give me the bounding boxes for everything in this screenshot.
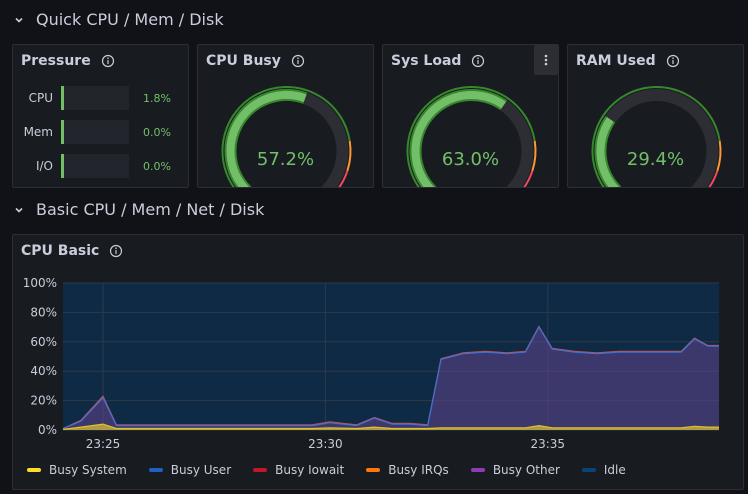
cpu-basic-title: CPU Basic bbox=[21, 243, 100, 259]
cpu-basic-chart[interactable]: 0% 20% 40% 60% 80% 100% 23:25 23:30 23:35 bbox=[13, 235, 743, 457]
gauge-value: 57.2% bbox=[256, 149, 315, 170]
panel-title: CPU Basic bbox=[21, 243, 123, 259]
gauge-threshold-green bbox=[406, 86, 536, 187]
bar-label: CPU bbox=[28, 91, 53, 105]
legend-label: Busy System bbox=[49, 463, 127, 477]
bar-value: 1.8% bbox=[143, 91, 171, 105]
gauge-value-arc-inner bbox=[596, 117, 620, 187]
gauge-value: 29.4% bbox=[626, 149, 685, 170]
iowait-series-line bbox=[62, 325, 719, 430]
gauge-threshold-red bbox=[708, 170, 719, 187]
info-icon[interactable] bbox=[291, 54, 305, 68]
idle-area bbox=[63, 283, 719, 430]
y-tick-label: 100% bbox=[23, 276, 57, 290]
sys-load-panel: Sys Load 63.0% bbox=[382, 44, 559, 188]
gauge-threshold-orange bbox=[716, 140, 722, 172]
legend-item[interactable]: Busy User bbox=[148, 463, 232, 477]
legend-label: Busy Iowait bbox=[275, 463, 345, 477]
user-series-line bbox=[62, 325, 719, 430]
y-tick-label: 40% bbox=[30, 364, 57, 378]
legend-label: Busy User bbox=[170, 463, 232, 477]
gauge-threshold-orange bbox=[531, 140, 537, 172]
panel-menu-button[interactable] bbox=[534, 45, 558, 75]
y-tick-label: 20% bbox=[30, 394, 57, 408]
bar-label: I/O bbox=[35, 159, 53, 173]
gauge-threshold-green bbox=[591, 86, 721, 187]
gauge-title: Sys Load bbox=[391, 53, 462, 69]
pressure-title: Pressure bbox=[21, 53, 91, 69]
panel-title: Sys Load bbox=[391, 53, 485, 69]
gauge-value-arc bbox=[224, 89, 308, 187]
gauge-value-arc-inner bbox=[226, 91, 307, 187]
legend-item[interactable]: Busy Other bbox=[470, 463, 560, 477]
legend-swatch bbox=[470, 468, 485, 472]
row-title: Quick CPU / Mem / Disk bbox=[36, 10, 224, 29]
pressure-panel: Pressure CPU 1.8% Mem 0.0% I/O 0.0% bbox=[12, 44, 189, 188]
cpu-busy-panel: CPU Busy 57.2% bbox=[197, 44, 374, 188]
bar-track bbox=[61, 86, 129, 110]
gauge-value: 63.0% bbox=[441, 149, 500, 170]
bar-label: Mem bbox=[23, 125, 53, 139]
ram-used-panel: RAM Used 29.4% bbox=[567, 44, 744, 188]
legend-swatch bbox=[366, 468, 381, 472]
legend-item[interactable]: Busy System bbox=[27, 463, 127, 477]
gauge-value-arc bbox=[409, 89, 508, 187]
gauge bbox=[406, 86, 537, 187]
bar-track bbox=[61, 154, 129, 178]
row-title: Basic CPU / Mem / Net / Disk bbox=[36, 200, 265, 219]
gauge-track bbox=[594, 89, 719, 187]
legend-swatch bbox=[27, 468, 41, 472]
bar-value: 0.0% bbox=[143, 125, 171, 139]
chart-legend: Busy System Busy User Busy Iowait Busy I… bbox=[27, 463, 626, 477]
legend-label: Idle bbox=[603, 463, 626, 477]
legend-swatch bbox=[253, 468, 268, 472]
bar-value: 0.0% bbox=[143, 159, 171, 173]
iowait-series-area bbox=[63, 326, 719, 430]
gauge-title: RAM Used bbox=[576, 53, 656, 69]
legend-label: Busy IRQs bbox=[388, 463, 449, 477]
y-tick-label: 0% bbox=[38, 423, 57, 437]
gauge bbox=[221, 86, 352, 187]
bar-fill bbox=[61, 154, 64, 178]
gauge-threshold-green bbox=[221, 86, 351, 187]
panel-title: Pressure bbox=[21, 53, 115, 69]
info-icon[interactable] bbox=[666, 54, 680, 68]
system-series-line bbox=[62, 423, 719, 430]
x-tick-label: 23:30 bbox=[308, 437, 343, 451]
legend-item[interactable]: Busy Iowait bbox=[253, 463, 344, 477]
info-icon[interactable] bbox=[101, 54, 115, 68]
cpu-basic-panel: CPU Basic 0% 20% 40% 60% 80% 100% 23:25 23:30 23… bbox=[12, 234, 744, 490]
pressure-row-cpu: CPU 1.8% bbox=[21, 85, 185, 111]
legend-label: Busy Other bbox=[492, 463, 560, 477]
x-tick-label: 23:35 bbox=[530, 437, 565, 451]
y-tick-label: 60% bbox=[30, 335, 57, 349]
gauge-title: CPU Busy bbox=[206, 53, 281, 69]
panel-title: CPU Busy bbox=[206, 53, 305, 69]
chevron-down-icon bbox=[12, 13, 26, 27]
legend-swatch bbox=[581, 468, 596, 472]
panel-title: RAM Used bbox=[576, 53, 680, 69]
x-tick-label: 23:25 bbox=[86, 437, 121, 451]
legend-item[interactable]: Busy IRQs bbox=[366, 463, 449, 477]
chevron-down-icon bbox=[12, 203, 26, 217]
bar-fill bbox=[61, 86, 64, 110]
gauge-threshold-red bbox=[523, 170, 534, 187]
pressure-row-mem: Mem 0.0% bbox=[21, 119, 185, 145]
row-header-quick[interactable]: Quick CPU / Mem / Disk bbox=[12, 10, 224, 29]
y-tick-label: 80% bbox=[30, 305, 57, 319]
bar-track bbox=[61, 120, 129, 144]
gauge bbox=[591, 86, 722, 187]
pressure-row-io: I/O 0.0% bbox=[21, 153, 185, 179]
gauge-threshold-red bbox=[338, 170, 349, 187]
row-header-basic[interactable]: Basic CPU / Mem / Net / Disk bbox=[12, 200, 264, 219]
gauge-threshold-orange bbox=[346, 140, 352, 172]
gauge-value-arc-inner bbox=[411, 91, 506, 187]
legend-swatch bbox=[148, 468, 163, 472]
user-series-area bbox=[63, 327, 719, 430]
info-icon[interactable] bbox=[471, 54, 485, 68]
more-vertical-icon bbox=[544, 54, 548, 66]
info-icon[interactable] bbox=[109, 244, 123, 258]
legend-item[interactable]: Idle bbox=[581, 463, 626, 477]
bar-fill bbox=[61, 120, 64, 144]
